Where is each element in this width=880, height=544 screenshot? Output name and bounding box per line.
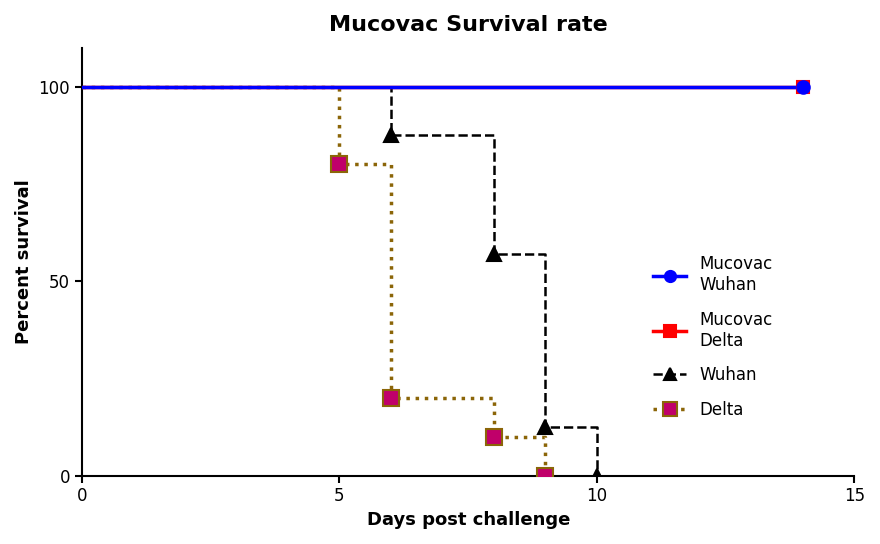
X-axis label: Days post challenge: Days post challenge bbox=[367, 511, 570, 529]
Y-axis label: Percent survival: Percent survival bbox=[15, 180, 33, 344]
Title: Mucovac Survival rate: Mucovac Survival rate bbox=[329, 15, 607, 35]
Legend: Mucovac
Wuhan, Mucovac
Delta, Wuhan, Delta: Mucovac Wuhan, Mucovac Delta, Wuhan, Del… bbox=[647, 249, 780, 425]
